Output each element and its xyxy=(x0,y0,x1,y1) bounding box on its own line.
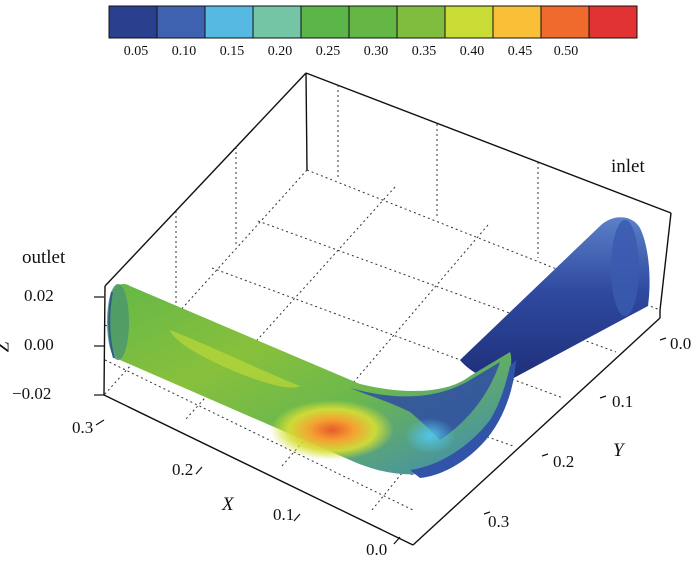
colorbar-swatch xyxy=(348,5,398,39)
colorbar-tick: 0.30 xyxy=(363,44,389,59)
z-axis-title: Z xyxy=(0,342,14,353)
colorbar-swatch xyxy=(204,5,254,39)
x-tick-label: 0.0 xyxy=(366,540,388,559)
colorbar-tick: 0.50 xyxy=(553,44,579,59)
colorbar-swatch xyxy=(492,5,542,39)
colorbar-swatch xyxy=(300,5,350,39)
pipe-main-section xyxy=(107,284,516,478)
colorbar-tick: 0.40 xyxy=(459,44,485,59)
y-tick-label: 0.3 xyxy=(488,512,510,531)
colorbar-swatch xyxy=(444,5,494,39)
colorbar-tick: 0.05 xyxy=(123,44,149,59)
axis-tick-marks xyxy=(94,296,667,545)
y-axis-title: Y xyxy=(613,440,624,461)
y-tick-label: 0.0 xyxy=(670,334,692,353)
x-axis-title: X xyxy=(222,494,234,515)
z-tick-label: 0.00 xyxy=(24,335,54,354)
colorbar-tick: 0.15 xyxy=(219,44,245,59)
colorbar-swatch xyxy=(108,5,158,39)
pipe-inlet-leg xyxy=(460,217,650,381)
bounding-box xyxy=(103,72,672,546)
colorbar-swatch xyxy=(396,5,446,39)
colorbar-swatch xyxy=(588,5,638,39)
x-tick-label: 0.2 xyxy=(172,460,194,479)
colorbar-tick: 0.20 xyxy=(267,44,293,59)
colorbar-tick: 0.35 xyxy=(411,44,437,59)
colorbar xyxy=(108,5,638,39)
colorbar-swatch xyxy=(540,5,590,39)
x-tick-label: 0.1 xyxy=(273,505,295,524)
z-tick-label: 0.02 xyxy=(24,286,54,305)
colorbar-swatch xyxy=(252,5,302,39)
colorbar-swatch xyxy=(156,5,206,39)
colorbar-tick: 0.45 xyxy=(507,44,533,59)
x-tick-label: 0.3 xyxy=(72,418,94,437)
inlet-label: inlet xyxy=(611,156,645,177)
z-tick-label: −0.02 xyxy=(12,384,52,403)
y-tick-label: 0.1 xyxy=(612,392,634,411)
y-tick-label: 0.2 xyxy=(553,452,575,471)
outlet-label: outlet xyxy=(22,247,66,268)
colorbar-tick: 0.25 xyxy=(315,44,341,59)
colorbar-tick: 0.10 xyxy=(171,44,197,59)
